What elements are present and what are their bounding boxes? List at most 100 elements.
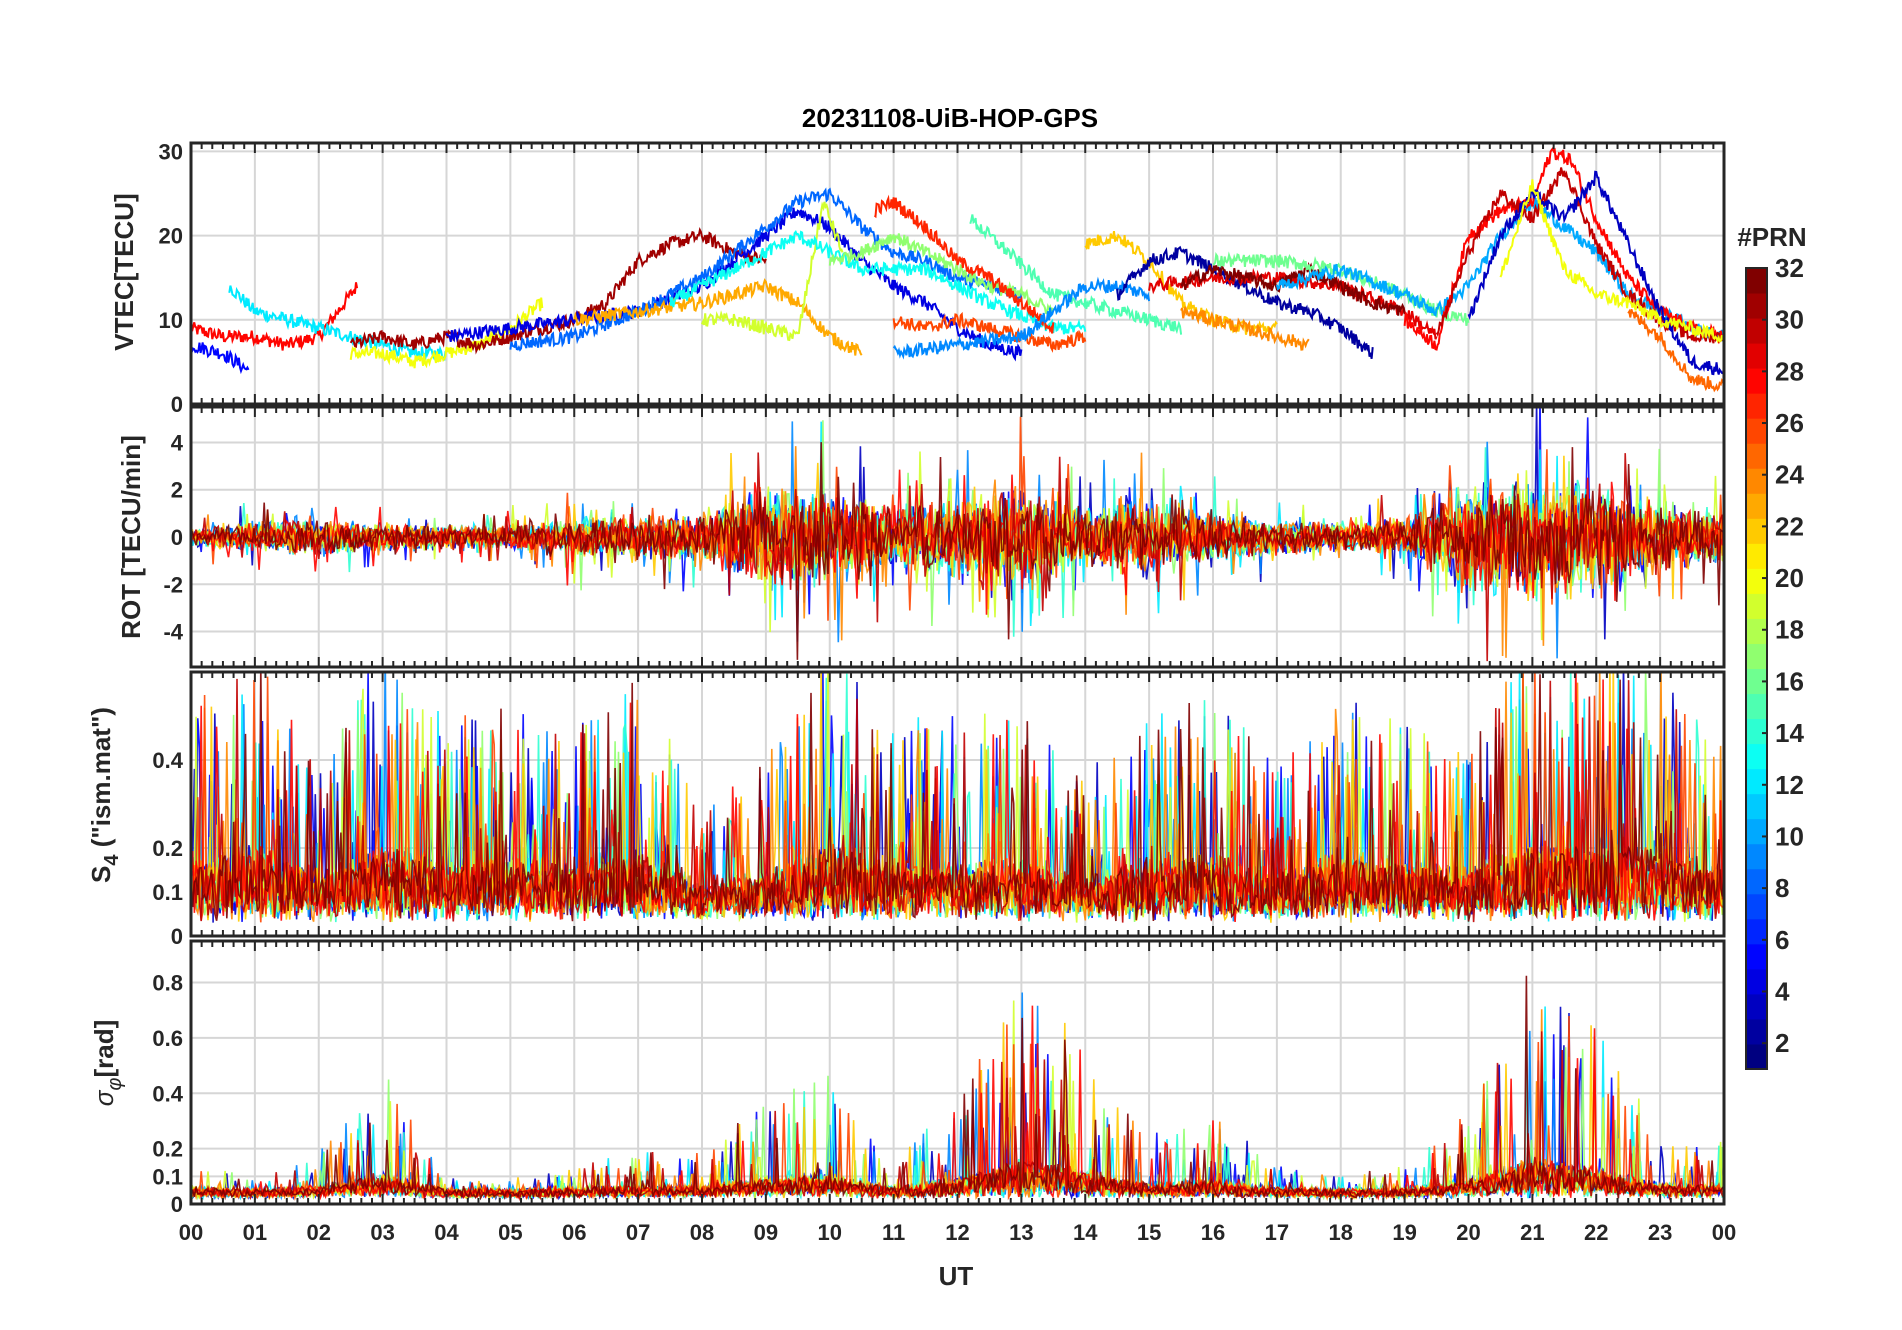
colorbar-segment — [1746, 293, 1767, 319]
colorbar-segment — [1746, 1018, 1767, 1045]
s4-panel: 0 0.1 0.2 0.4 — [152, 670, 1726, 949]
vtec-series-group — [191, 146, 1724, 393]
x-tick-label: 09 — [754, 1220, 778, 1245]
y-tick-label: 10 — [159, 308, 183, 333]
colorbar-segment — [1746, 868, 1767, 895]
x-axis-ticks: 00 01 02 03 04 05 06 07 08 09 10 11 12 13 14 15 16 17 18 19… — [179, 1220, 1736, 1245]
y-tick-label: -2 — [163, 572, 183, 597]
x-tick-label: 17 — [1265, 1220, 1289, 1245]
colorbar-frame — [1745, 267, 1768, 1070]
y-tick-label: 2 — [171, 478, 183, 503]
x-tick-label: 10 — [818, 1220, 842, 1245]
colorbar-tick-label: 28 — [1775, 356, 1804, 386]
x-tick-label: 18 — [1329, 1220, 1353, 1245]
colorbar-segment — [1746, 843, 1767, 870]
y-tick-label: 0.4 — [152, 1081, 183, 1106]
vtec-series-prn-32 — [1180, 261, 1406, 316]
colorbar-tick-label: 6 — [1775, 925, 1789, 955]
x-tick-label: 21 — [1520, 1220, 1544, 1245]
y-axis-labels: VTEC[TECU] ROT [TECU/min] S4 ("ism.mat")… — [86, 193, 146, 1106]
colorbar-tick-label: 10 — [1775, 821, 1804, 851]
colorbar-segment — [1746, 518, 1767, 544]
colorbar-segment — [1746, 918, 1767, 945]
colorbar-segment — [1746, 318, 1767, 344]
colorbar-segment — [1746, 743, 1767, 770]
x-tick-label: 04 — [434, 1220, 459, 1245]
panel-series-group — [191, 672, 1724, 923]
colorbar-segment — [1746, 268, 1767, 294]
colorbar-tick-label: 18 — [1775, 615, 1804, 645]
vtec-series-prn-12 — [228, 285, 447, 362]
x-tick-label: 12 — [945, 1220, 969, 1245]
y-tick-label: 0 — [171, 392, 183, 417]
vtec-series-prn-9 — [892, 276, 1151, 360]
y-tick-label: 30 — [159, 139, 183, 164]
colorbar-tick-label: 12 — [1775, 770, 1804, 800]
vtec-series-prn-16 — [1212, 251, 1470, 326]
vtec-series-prn-13 — [669, 230, 1087, 335]
x-tick-label: 08 — [690, 1220, 714, 1245]
y-tick-label: -4 — [163, 620, 183, 645]
vtec-ylabel: VTEC[TECU] — [109, 193, 139, 350]
x-tick-label: 14 — [1073, 1220, 1098, 1245]
y-tick-label: 20 — [159, 224, 183, 249]
s4-ylabel: S4 ("ism.mat") — [86, 707, 123, 883]
vtec-series-prn-19 — [701, 201, 844, 342]
colorbar-tick-label: 20 — [1775, 563, 1804, 593]
vtec-series-prn-22 — [1084, 230, 1278, 337]
vtec-series-prn-28 — [1403, 146, 1724, 351]
y-tick-label: 0 — [171, 1192, 183, 1217]
panel-series-group — [191, 407, 1724, 662]
x-tick-label: 16 — [1201, 1220, 1225, 1245]
colorbar-segment — [1746, 368, 1767, 394]
colorbar-tick-label: 8 — [1775, 873, 1789, 903]
vtec-series-prn-28 — [191, 282, 359, 351]
vtec-series-prn-3 — [1467, 170, 1724, 376]
x-tick-label: 03 — [370, 1220, 394, 1245]
colorbar-segment — [1746, 468, 1767, 494]
colorbar-tick-label: 30 — [1775, 305, 1804, 335]
colorbar-tick-label: 4 — [1775, 976, 1790, 1006]
colorbar-segment — [1746, 818, 1767, 845]
panel-frame — [189, 939, 1726, 1206]
sigma-phi-panel: 0 0.10.2 0.4 0.6 0.8 — [152, 939, 1726, 1217]
colorbar-segment — [1746, 718, 1767, 745]
colorbar-segment — [1746, 343, 1767, 369]
x-tick-label: 20 — [1456, 1220, 1480, 1245]
vtec-series-prn-24 — [1180, 306, 1310, 351]
series-prn-26 — [191, 416, 1724, 621]
x-tick-label: 15 — [1137, 1220, 1161, 1245]
vtec-series-prn-5 — [191, 342, 250, 375]
x-tick-label: 00 — [179, 1220, 203, 1245]
x-tick-label: 23 — [1648, 1220, 1672, 1245]
y-tick-label: 0.1 — [152, 880, 183, 905]
sigma-phi-ylabel: σφ[rad] — [89, 1020, 126, 1107]
vtec-panel: 0 10 20 30 — [159, 139, 1726, 417]
colorbar-title: #PRN — [1737, 222, 1806, 252]
vtec-series-prn-20 — [349, 297, 544, 369]
y-tick-label: 0.1 — [152, 1164, 183, 1189]
colorbar-tick-label: 16 — [1775, 666, 1804, 696]
colorbar-tick-label: 22 — [1775, 511, 1804, 541]
vtec-series-prn-27 — [873, 194, 1055, 334]
panel-frame — [189, 670, 1726, 938]
y-tick-label: 0.6 — [152, 1026, 183, 1051]
colorbar-tick-label: 2 — [1775, 1028, 1789, 1058]
colorbar-segment — [1746, 593, 1767, 619]
series-prn-32 — [191, 672, 1724, 922]
y-tick-label: 0.4 — [152, 748, 183, 773]
x-tick-label: 05 — [498, 1220, 522, 1245]
x-tick-label: 11 — [882, 1220, 905, 1245]
y-tick-label: 0 — [171, 924, 183, 949]
colorbar-segment — [1746, 968, 1767, 995]
rot-panel: -4 -2 0 2 4 — [163, 405, 1726, 669]
vtec-series-prn-20 — [1499, 179, 1724, 344]
colorbar-segment — [1746, 393, 1767, 419]
series-prn-32 — [191, 975, 1724, 1201]
vtec-series-prn-15 — [969, 214, 1183, 335]
y-tick-label: 0.2 — [152, 836, 183, 861]
colorbar-segment — [1746, 443, 1767, 469]
series-prn-30 — [191, 678, 1724, 923]
x-tick-label: 00 — [1712, 1220, 1736, 1245]
y-tick-label: 0.2 — [152, 1137, 183, 1162]
